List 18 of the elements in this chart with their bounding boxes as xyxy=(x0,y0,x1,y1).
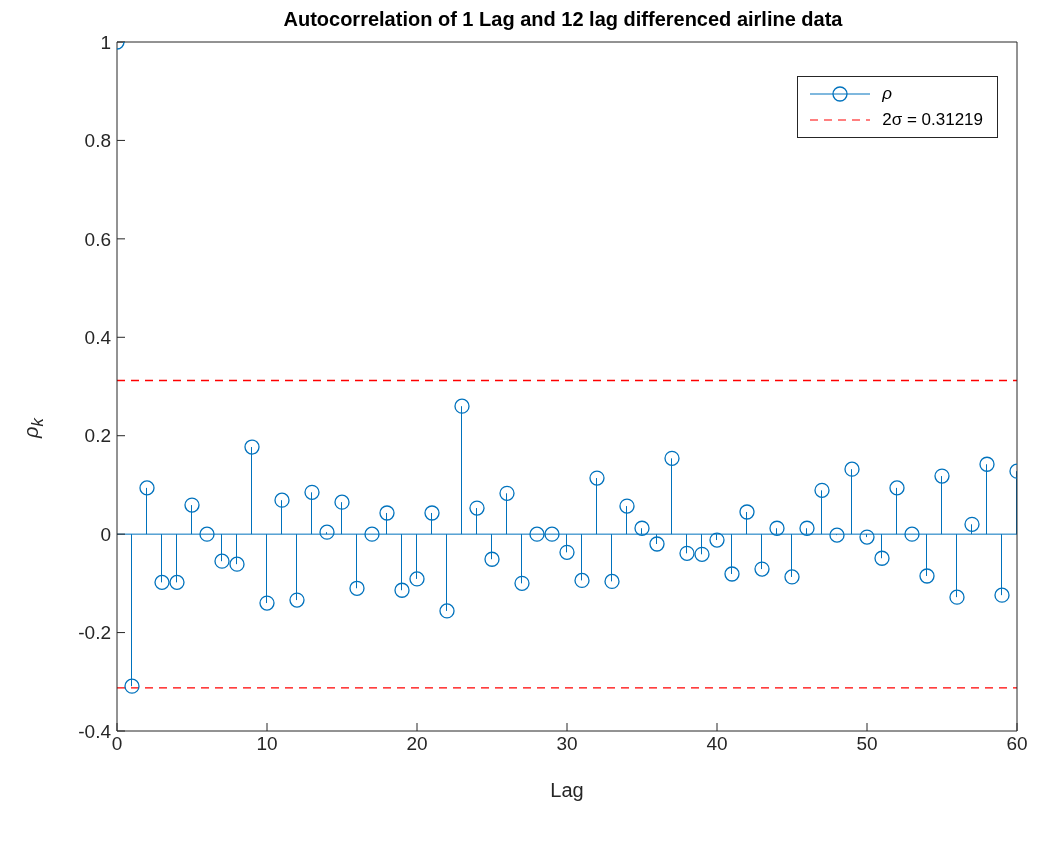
legend-label: 2σ = 0.31219 xyxy=(882,110,983,130)
y-tick-label: 0.2 xyxy=(84,425,111,447)
x-axis-title: Lag xyxy=(550,779,584,801)
x-tick-label: 30 xyxy=(556,733,578,755)
y-tick-label: 0.6 xyxy=(84,228,111,250)
x-tick-label: 50 xyxy=(856,733,878,755)
y-tick-label: 0.8 xyxy=(84,130,111,152)
y-tick-label: 1 xyxy=(100,31,111,53)
x-tick-label: 60 xyxy=(1006,733,1028,755)
x-tick-label: 10 xyxy=(256,733,278,755)
y-tick-label: 0.4 xyxy=(84,327,112,349)
legend-label: ρ xyxy=(882,84,892,104)
y-tick-label: -0.2 xyxy=(78,622,111,644)
y-tick-label: 0 xyxy=(100,523,111,545)
chart-title: Autocorrelation of 1 Lag and 12 lag differenced airline data xyxy=(282,8,844,31)
x-tick-label: 40 xyxy=(706,733,728,755)
x-tick-label: 20 xyxy=(406,733,428,755)
y-tick-label: -0.4 xyxy=(78,720,112,742)
